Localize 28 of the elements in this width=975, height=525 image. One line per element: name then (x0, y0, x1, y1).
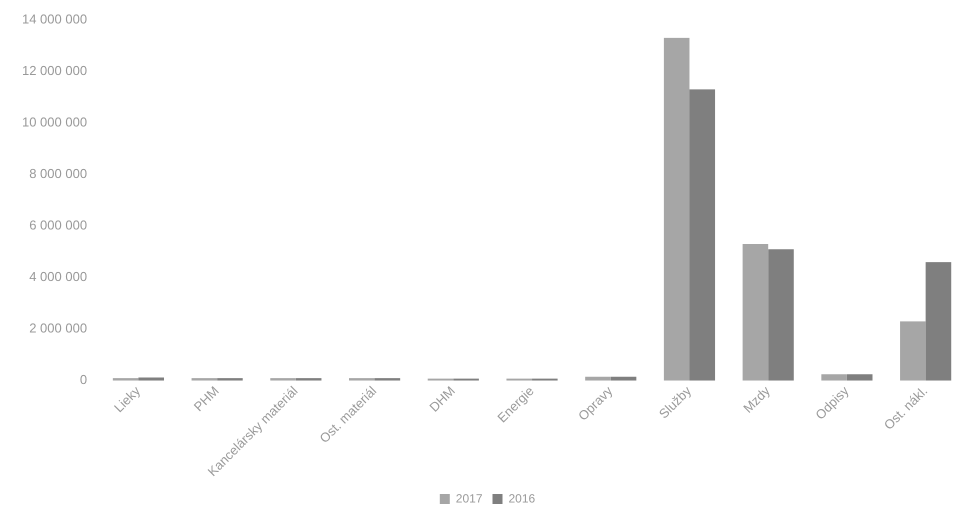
bar (664, 38, 690, 381)
y-tick-label: 8 000 000 (29, 166, 88, 182)
bar (585, 376, 611, 381)
bar (689, 89, 716, 381)
bar (610, 376, 636, 381)
legend-label: 2017 (456, 491, 483, 506)
y-tick-label: 6 000 000 (29, 218, 88, 233)
bar (742, 244, 768, 381)
bar (112, 378, 138, 381)
legend-label: 2016 (508, 491, 536, 506)
bar (296, 378, 322, 381)
bar (821, 374, 847, 381)
bar (138, 378, 164, 381)
y-tick-label: 2 000 000 (29, 320, 88, 336)
bar (900, 321, 926, 381)
bar (192, 378, 218, 381)
y-tick-label: 10 000 000 (22, 114, 88, 130)
y-tick-label: 14 000 000 (22, 11, 88, 26)
y-tick-label: 0 (80, 372, 88, 388)
bar (270, 378, 296, 381)
bar (768, 249, 794, 381)
bar (349, 378, 375, 381)
bar (374, 378, 400, 381)
bar (217, 378, 243, 381)
y-tick-label: 12 000 000 (22, 62, 88, 78)
bar (926, 262, 952, 381)
y-tick-label: 4 000 000 (29, 269, 88, 284)
bar (846, 374, 872, 381)
